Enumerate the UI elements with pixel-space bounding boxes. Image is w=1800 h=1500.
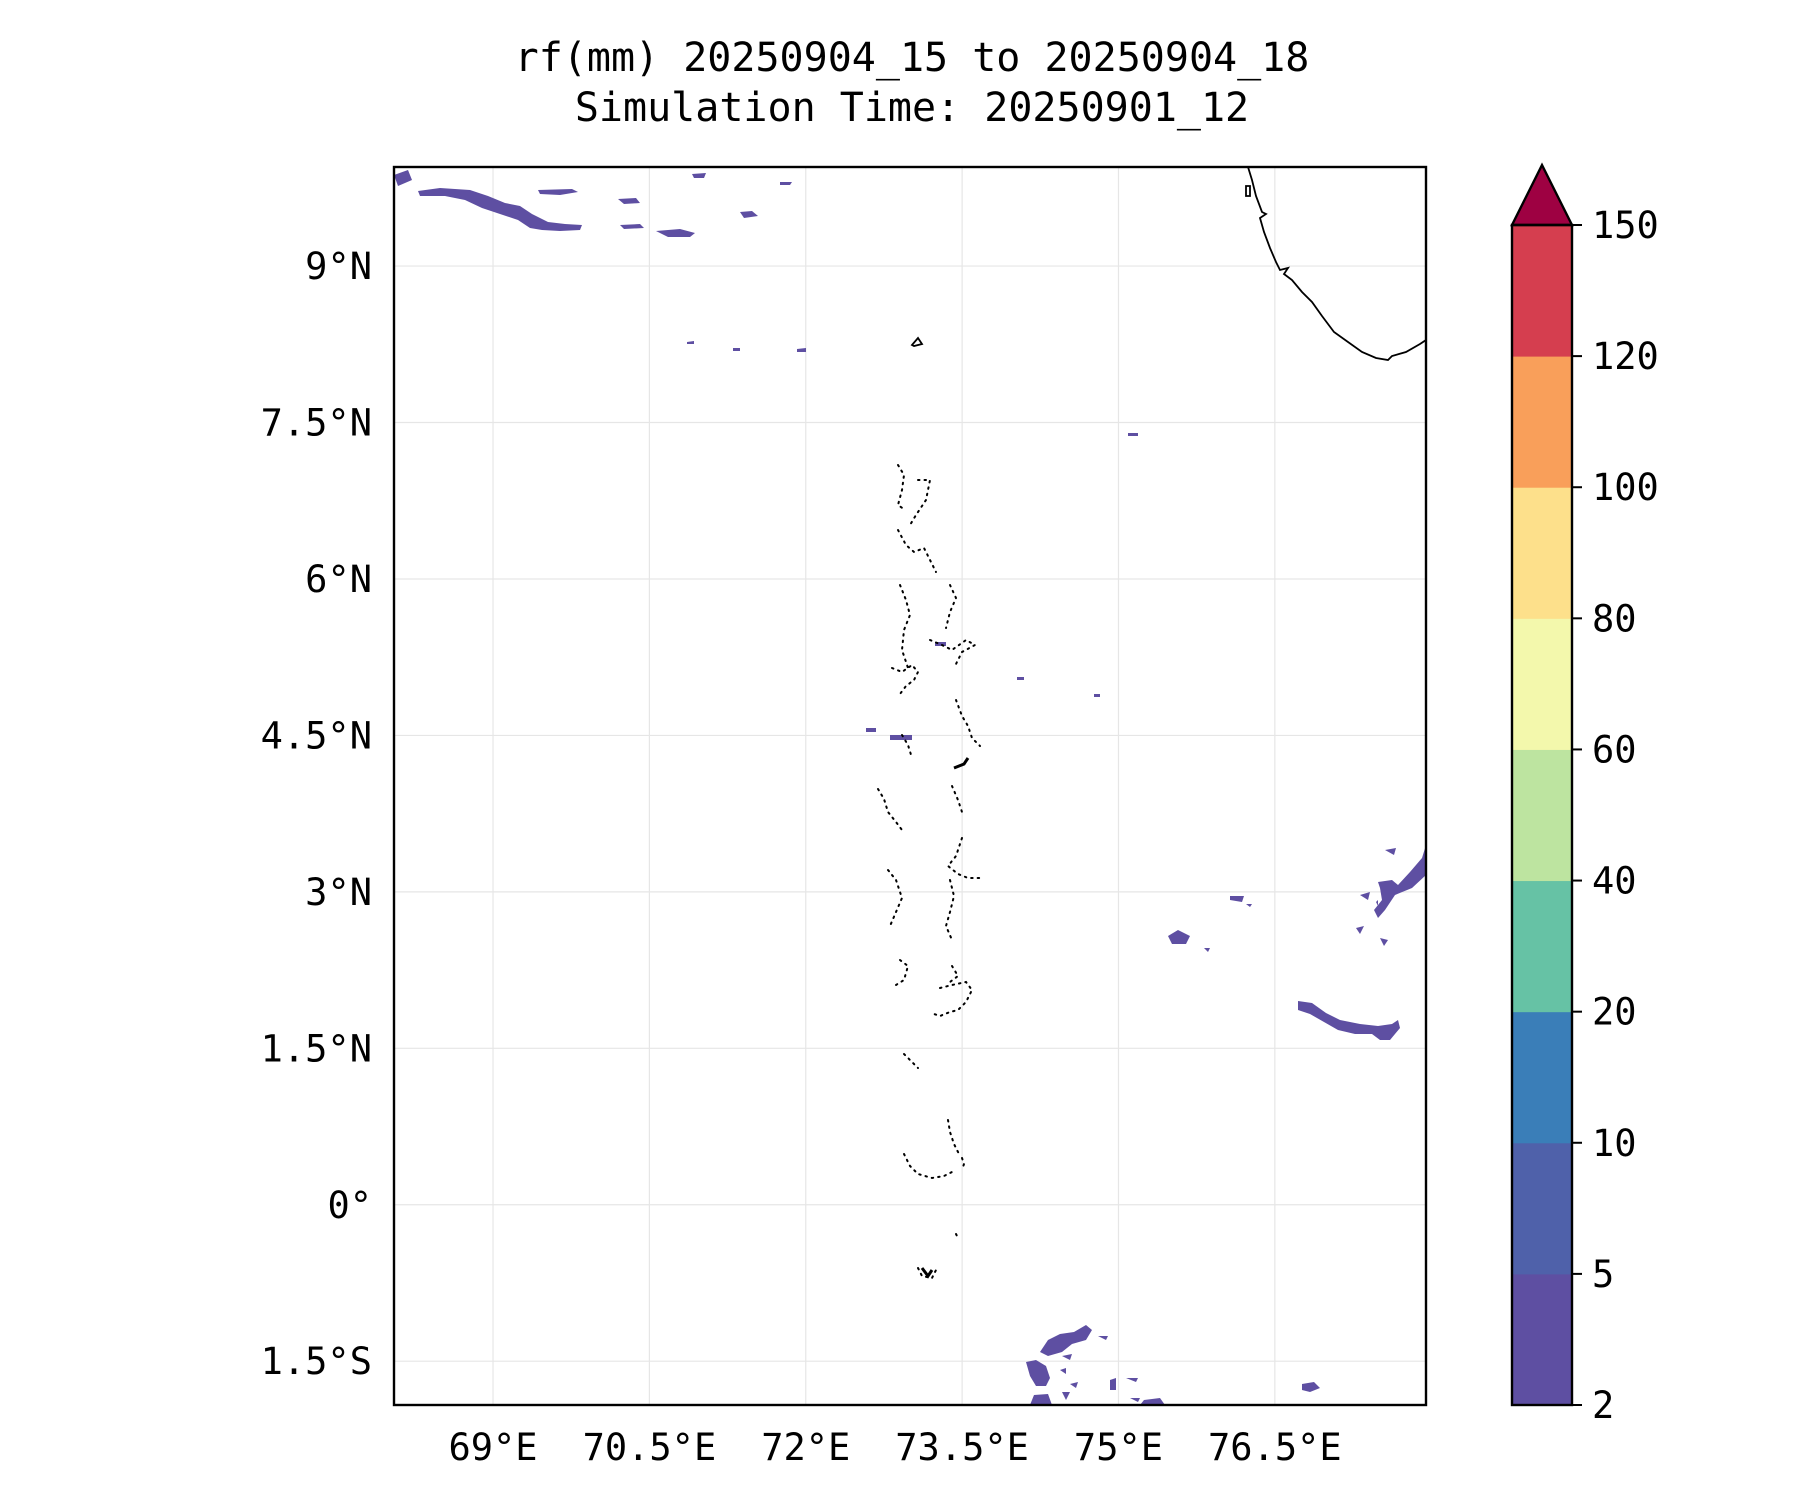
y-tick-label: 1.5°N (261, 1027, 372, 1070)
map-content (394, 167, 1426, 1405)
colorbar-tick-label: 60 (1592, 728, 1637, 771)
colorbar: 2 5 10 20 40 60 80 100 120 150 (1510, 162, 1659, 1427)
rain-area-north-small-7 (780, 182, 792, 185)
x-tick-label: 76.5°E (1208, 1426, 1342, 1469)
colorbar-tick-label: 100 (1592, 466, 1659, 509)
colorbar-tick-label: 80 (1592, 597, 1637, 640)
colorbar-tick-label: 40 (1592, 860, 1637, 903)
atoll-2 (909, 479, 932, 526)
y-tick-label: 0° (327, 1184, 372, 1227)
colorbar-segment (1512, 749, 1572, 882)
atoll-22 (955, 1233, 959, 1239)
colorbar-segment (1512, 487, 1572, 619)
atoll-18 (933, 980, 974, 1018)
atoll-9 (901, 734, 913, 759)
y-tick-label: 9°N (305, 245, 372, 288)
y-tick-label: 7.5°N (261, 402, 372, 445)
rain-area-dots-north (687, 341, 1138, 697)
coastline-atoll-north (910, 336, 924, 347)
atolls-maldives-solid (920, 757, 970, 1279)
colorbar-tick-label: 10 (1592, 1122, 1637, 1165)
atoll-11 (951, 785, 963, 813)
colorbar-segment (1512, 618, 1572, 750)
colorbar-frame (1510, 223, 1574, 1407)
colorbar-tick-label: 5 (1592, 1253, 1614, 1296)
atolls-maldives (877, 464, 985, 1280)
map-frame (392, 165, 1428, 1407)
title-line-2: Simulation Time: 20250901_12 (575, 85, 1249, 131)
y-axis-ticks: 9°N 7.5°N 6°N 4.5°N 3°N 1.5°N 0° 1.5°S (261, 245, 372, 1383)
atoll-6 (929, 638, 978, 669)
atoll-4 (899, 584, 912, 669)
y-tick-label: 1.5°S (261, 1340, 372, 1383)
atoll-3 (897, 529, 937, 573)
coastline-india-sri-lanka (1247, 167, 1426, 361)
colorbar-segment (1512, 225, 1572, 357)
colorbar-segment (1512, 1273, 1572, 1406)
atoll-7 (891, 663, 920, 695)
atoll-12 (946, 837, 985, 879)
colorbar-segment (1512, 880, 1572, 1013)
atoll-addu (920, 1267, 934, 1279)
rain-area-north-small-3 (620, 224, 644, 229)
rain-area-north-small-5 (740, 211, 758, 218)
gridlines (394, 167, 1426, 1405)
x-axis-ticks: 69°E 70.5°E 72°E 73.5°E 75°E 76.5°E (448, 1426, 1341, 1469)
rain-area-northwest-band (394, 170, 582, 231)
colorbar-extend-triangle (1510, 162, 1574, 227)
atoll-1 (896, 464, 906, 511)
coastline-small-island-north (1245, 185, 1251, 197)
rain-area-north-small-1 (538, 189, 578, 195)
y-tick-label: 6°N (305, 558, 372, 601)
atoll-20 (903, 1153, 953, 1180)
title-line-1: rf(mm) 20250904_15 to 20250904_18 (515, 35, 1310, 81)
x-tick-label: 72°E (761, 1426, 850, 1469)
atoll-19 (947, 1119, 961, 1157)
atoll-13 (887, 869, 904, 927)
atoll-16 (949, 965, 960, 983)
colorbar-tick-label: 20 (1592, 991, 1637, 1034)
rain-area-south-cluster (1026, 1325, 1320, 1405)
colorbar-tick-label: 150 (1592, 204, 1659, 247)
atoll-17 (903, 1053, 919, 1069)
atoll-14 (944, 879, 956, 941)
atoll-male (953, 757, 970, 770)
x-tick-label: 75°E (1074, 1426, 1163, 1469)
rain-area-east-coast (1356, 845, 1426, 946)
atoll-5 (945, 584, 958, 629)
rain-area-southeast-band (1298, 1001, 1400, 1040)
atoll-8 (955, 699, 981, 747)
colorbar-segment (1512, 356, 1572, 488)
x-tick-label: 69°E (448, 1426, 537, 1469)
x-tick-label: 73.5°E (895, 1426, 1029, 1469)
coastlines (910, 167, 1426, 361)
atoll-15 (895, 959, 910, 986)
atoll-10 (877, 788, 903, 831)
y-tick-label: 4.5°N (261, 714, 372, 757)
rain-areas (394, 170, 1426, 1405)
rain-area-maldives-patch (866, 642, 946, 740)
rain-area-east-small (1168, 896, 1252, 952)
rain-area-north-small-2 (618, 198, 640, 204)
colorbar-tick-label: 2 (1592, 1384, 1614, 1427)
colorbar-segment (1512, 1142, 1572, 1275)
colorbar-segment (1512, 1011, 1572, 1144)
y-tick-label: 3°N (305, 871, 372, 914)
atoll-21 (961, 1157, 966, 1171)
x-tick-label: 70.5°E (583, 1426, 717, 1469)
rain-area-north-small-4 (656, 229, 695, 237)
rain-area-north-small-6 (692, 173, 706, 178)
colorbar-tick-label: 120 (1592, 335, 1659, 378)
map-panel: 69°E 70.5°E 72°E 73.5°E 75°E 76.5°E 9°N 7.5°N 6… (261, 165, 1428, 1469)
